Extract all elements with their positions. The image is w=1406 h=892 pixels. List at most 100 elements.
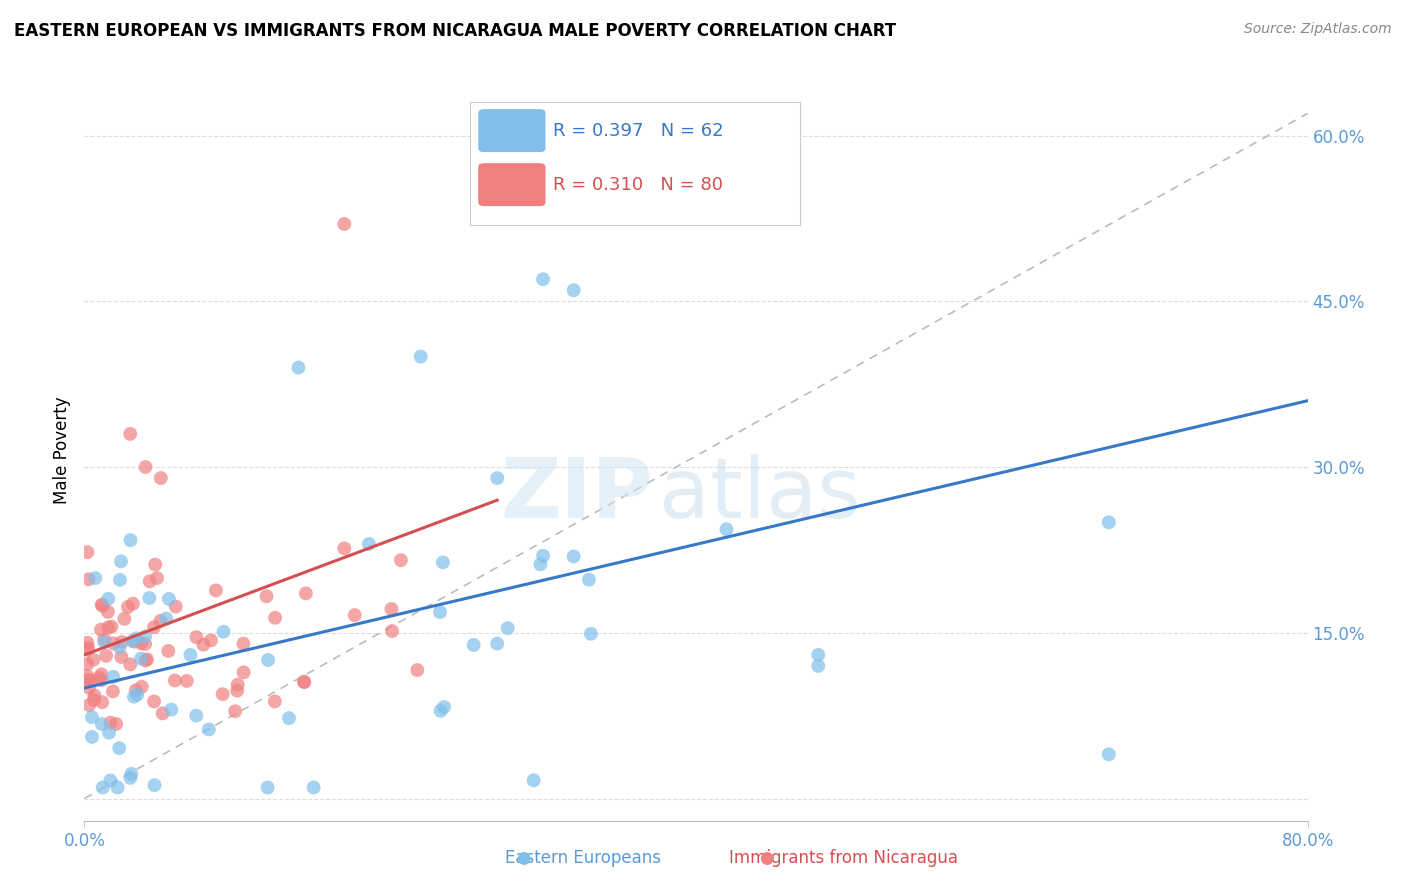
Point: [89, 671, 111, 685]
Point: [263, 694, 285, 708]
Point: [77, 640, 100, 655]
Point: [486, 471, 509, 485]
Point: [157, 591, 180, 606]
Point: [302, 780, 325, 795]
Point: [136, 652, 159, 666]
Point: [232, 665, 254, 680]
Point: [143, 778, 166, 792]
Point: [77, 698, 100, 713]
Point: [486, 637, 509, 651]
Point: [91, 695, 114, 709]
Point: [108, 640, 131, 655]
Point: [134, 637, 156, 651]
FancyBboxPatch shape: [470, 103, 800, 225]
Point: [97, 605, 120, 619]
Point: [165, 599, 187, 614]
Point: [531, 272, 554, 286]
Text: ●: ●: [516, 849, 530, 867]
Text: Source: ZipAtlas.com: Source: ZipAtlas.com: [1244, 22, 1392, 37]
Point: [333, 217, 356, 231]
Point: [83, 693, 105, 707]
Point: [432, 555, 454, 569]
Point: [278, 711, 301, 725]
Point: [295, 586, 318, 600]
Point: [122, 634, 145, 648]
Point: [112, 612, 135, 626]
Point: [125, 683, 148, 698]
Point: [80, 730, 103, 744]
Point: [120, 767, 142, 781]
Point: [163, 673, 186, 688]
Point: [76, 642, 98, 657]
Point: [90, 623, 112, 637]
Point: [93, 632, 115, 647]
Point: [120, 657, 142, 672]
Point: [198, 723, 221, 737]
Point: [127, 688, 149, 702]
Point: [138, 591, 160, 605]
Point: [103, 636, 125, 650]
Point: [807, 648, 830, 662]
Point: [90, 667, 112, 681]
Point: [129, 636, 152, 650]
Point: [80, 673, 103, 688]
Point: [429, 605, 451, 619]
Point: [529, 558, 551, 572]
Point: [193, 638, 215, 652]
Point: [226, 683, 249, 698]
Point: [90, 673, 112, 688]
Point: [105, 717, 128, 731]
Point: [134, 630, 156, 644]
Point: [212, 624, 235, 639]
Text: ●: ●: [759, 849, 773, 867]
Point: [389, 553, 412, 567]
Point: [716, 172, 738, 186]
Point: [205, 583, 228, 598]
Point: [98, 773, 121, 788]
Point: [93, 635, 115, 649]
Point: [264, 611, 287, 625]
Point: [77, 681, 100, 695]
Point: [578, 573, 600, 587]
Point: [333, 541, 356, 556]
Point: [122, 597, 145, 611]
Point: [120, 771, 142, 785]
Point: [111, 635, 134, 649]
Point: [149, 614, 172, 628]
Point: [357, 537, 380, 551]
Point: [122, 690, 145, 704]
Point: [84, 571, 107, 585]
Point: [83, 689, 105, 703]
Point: [129, 651, 152, 665]
Point: [807, 659, 830, 673]
Text: R = 0.397   N = 62: R = 0.397 N = 62: [553, 121, 724, 140]
Point: [200, 633, 222, 648]
Point: [256, 589, 278, 603]
Point: [211, 687, 233, 701]
Point: [125, 632, 148, 646]
Point: [77, 572, 100, 586]
Point: [146, 571, 169, 585]
Point: [82, 653, 104, 667]
Point: [186, 708, 208, 723]
Point: [562, 549, 585, 564]
Point: [292, 675, 315, 690]
Point: [256, 780, 278, 795]
Point: [579, 627, 602, 641]
Point: [179, 648, 201, 662]
Point: [101, 670, 124, 684]
Text: ZIP: ZIP: [501, 454, 654, 535]
Text: R = 0.310   N = 80: R = 0.310 N = 80: [553, 177, 723, 194]
Point: [108, 573, 131, 587]
Point: [97, 620, 120, 634]
Point: [152, 706, 174, 721]
Point: [409, 350, 432, 364]
Point: [76, 545, 98, 559]
Point: [94, 648, 117, 663]
Point: [120, 533, 142, 548]
Point: [380, 602, 402, 616]
Point: [117, 599, 139, 614]
Point: [138, 574, 160, 589]
Point: [406, 663, 429, 677]
Text: Immigrants from Nicaragua: Immigrants from Nicaragua: [730, 849, 957, 867]
